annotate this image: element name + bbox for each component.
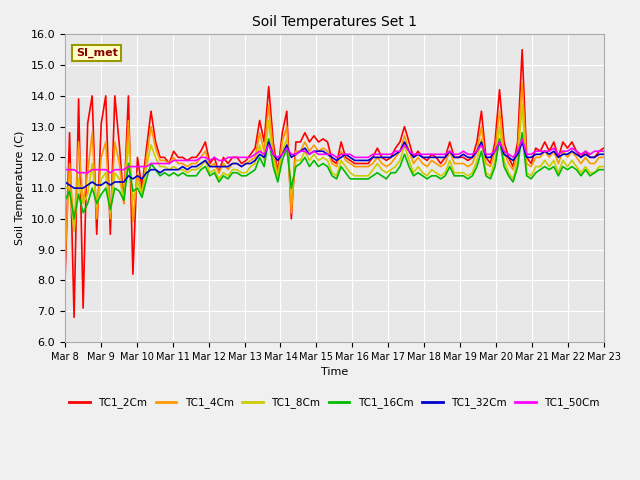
TC1_16Cm	[70, 216, 78, 222]
Title: Soil Temperatures Set 1: Soil Temperatures Set 1	[252, 15, 417, 29]
TC1_4Cm	[360, 164, 367, 169]
TC1_32Cm	[442, 155, 449, 160]
TC1_2Cm	[61, 277, 69, 283]
TC1_50Cm	[211, 155, 218, 160]
Text: SI_met: SI_met	[76, 48, 118, 58]
TC1_16Cm	[364, 176, 372, 182]
TC1_50Cm	[437, 151, 445, 157]
Line: TC1_8Cm: TC1_8Cm	[65, 105, 604, 231]
TC1_4Cm	[61, 259, 69, 265]
TC1_16Cm	[600, 167, 607, 172]
TC1_2Cm	[437, 161, 445, 167]
TC1_50Cm	[75, 170, 83, 176]
TC1_16Cm	[437, 176, 445, 182]
TC1_4Cm	[433, 161, 440, 167]
TC1_32Cm	[211, 164, 218, 169]
TC1_4Cm	[486, 164, 494, 169]
Line: TC1_32Cm: TC1_32Cm	[65, 142, 604, 188]
TC1_8Cm	[70, 228, 78, 234]
TC1_4Cm	[518, 81, 526, 86]
Line: TC1_16Cm: TC1_16Cm	[65, 133, 604, 219]
TC1_2Cm	[591, 155, 598, 160]
TC1_32Cm	[265, 139, 273, 145]
TC1_50Cm	[491, 148, 499, 154]
TC1_16Cm	[179, 170, 186, 176]
TC1_2Cm	[600, 145, 607, 151]
Line: TC1_50Cm: TC1_50Cm	[65, 139, 604, 173]
TC1_8Cm	[61, 185, 69, 191]
TC1_4Cm	[174, 161, 182, 167]
TC1_32Cm	[591, 155, 598, 160]
Line: TC1_4Cm: TC1_4Cm	[65, 84, 604, 262]
TC1_4Cm	[600, 155, 607, 160]
TC1_8Cm	[364, 173, 372, 179]
TC1_50Cm	[518, 136, 526, 142]
TC1_32Cm	[179, 164, 186, 169]
Y-axis label: Soil Temperature (C): Soil Temperature (C)	[15, 131, 25, 245]
TC1_4Cm	[206, 164, 214, 169]
Legend: TC1_2Cm, TC1_4Cm, TC1_8Cm, TC1_16Cm, TC1_32Cm, TC1_50Cm: TC1_2Cm, TC1_4Cm, TC1_8Cm, TC1_16Cm, TC1…	[65, 393, 604, 412]
TC1_8Cm	[491, 157, 499, 163]
TC1_32Cm	[496, 139, 504, 145]
TC1_8Cm	[600, 164, 607, 169]
X-axis label: Time: Time	[321, 367, 348, 377]
TC1_2Cm	[518, 47, 526, 53]
TC1_2Cm	[179, 155, 186, 160]
TC1_50Cm	[364, 155, 372, 160]
Line: TC1_2Cm: TC1_2Cm	[65, 50, 604, 317]
TC1_4Cm	[586, 161, 594, 167]
TC1_8Cm	[518, 102, 526, 108]
TC1_32Cm	[600, 151, 607, 157]
TC1_2Cm	[491, 139, 499, 145]
TC1_16Cm	[491, 164, 499, 169]
TC1_16Cm	[518, 130, 526, 136]
TC1_50Cm	[600, 148, 607, 154]
TC1_8Cm	[179, 167, 186, 172]
TC1_16Cm	[591, 170, 598, 176]
TC1_8Cm	[591, 170, 598, 176]
TC1_8Cm	[211, 167, 218, 172]
TC1_2Cm	[211, 155, 218, 160]
TC1_16Cm	[61, 198, 69, 204]
TC1_8Cm	[437, 173, 445, 179]
TC1_2Cm	[364, 161, 372, 167]
TC1_16Cm	[211, 170, 218, 176]
TC1_50Cm	[61, 167, 69, 172]
TC1_50Cm	[591, 148, 598, 154]
TC1_32Cm	[61, 179, 69, 185]
TC1_2Cm	[70, 314, 78, 320]
TC1_50Cm	[179, 157, 186, 163]
TC1_32Cm	[70, 185, 78, 191]
TC1_32Cm	[369, 155, 376, 160]
